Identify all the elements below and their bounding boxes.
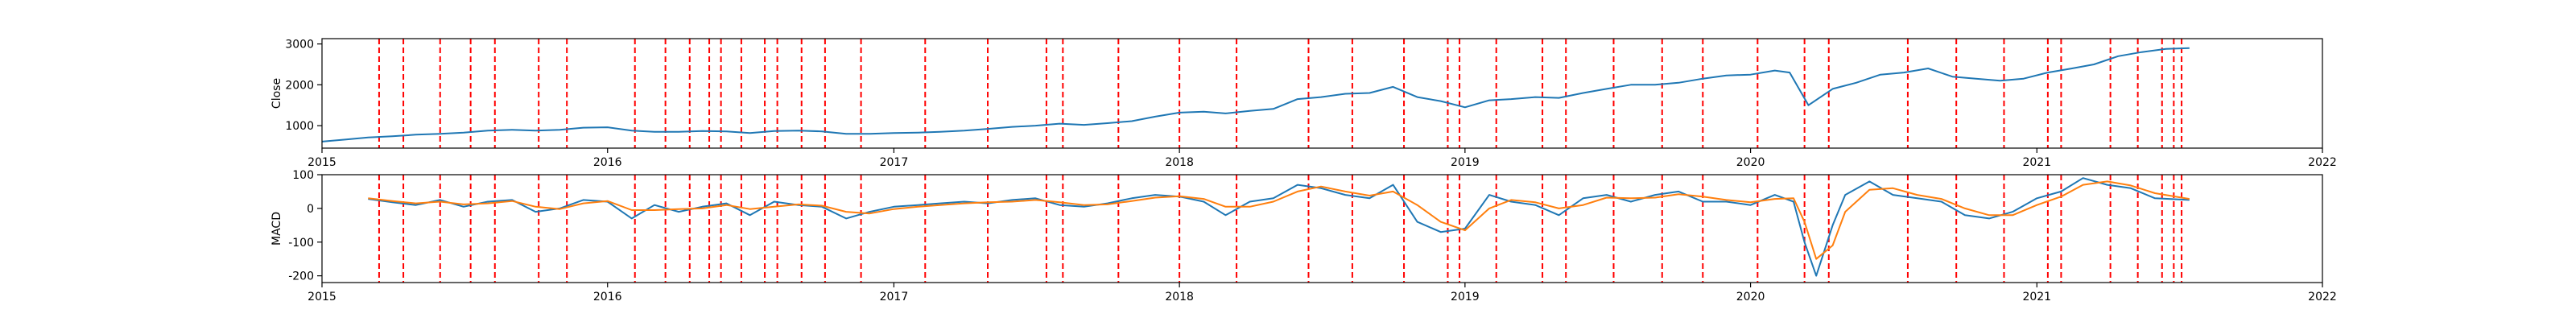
series-line-0: [368, 177, 2190, 277]
series-line-1: [368, 180, 2190, 260]
x-tick-label: 2015: [308, 156, 336, 169]
axes-frame: [321, 174, 2323, 283]
y-tick-label: 2000: [285, 79, 314, 92]
x-tick-label: 2017: [880, 156, 909, 169]
x-tick-label: 2022: [2308, 156, 2337, 169]
x-tick-label: 2019: [1451, 291, 1480, 303]
y-tick-label: 0: [307, 203, 314, 216]
x-tick-label: 2016: [593, 291, 622, 303]
x-tick-label: 2016: [593, 156, 622, 169]
x-tick-label: 2018: [1165, 291, 1194, 303]
y-tick-label: 3000: [285, 39, 314, 52]
close-price-panel: 2015 2016 2017 2018 2019 2020 2021 2022 1000 2000…: [270, 38, 2337, 169]
x-tick-label: 2018: [1165, 156, 1194, 169]
y-axis-label: MACD: [270, 212, 283, 246]
series-line-0: [322, 47, 2190, 142]
y-tick-label: -200: [288, 270, 314, 283]
x-tick-label: 2020: [1736, 291, 1765, 303]
plot-area: [368, 175, 2190, 283]
x-tick-label: 2015: [308, 291, 336, 303]
x-tick-label: 2021: [2022, 291, 2051, 303]
y-tick-label: 100: [292, 169, 314, 182]
x-tick-label: 2020: [1736, 156, 1765, 169]
y-tick-label: 1000: [285, 120, 314, 133]
x-tick-label: 2017: [880, 291, 909, 303]
y-tick-label: -100: [288, 237, 314, 250]
macd-panel: 2015 2016 2017 2018 2019 2020 2021 2022 -200 -100…: [270, 169, 2337, 303]
x-tick-label: 2019: [1451, 156, 1480, 169]
axes-frame: [321, 38, 2323, 149]
y-axis-label: Close: [270, 78, 283, 109]
x-tick-label: 2021: [2022, 156, 2051, 169]
plot-area: [322, 39, 2190, 148]
x-tick-label: 2022: [2308, 291, 2337, 303]
